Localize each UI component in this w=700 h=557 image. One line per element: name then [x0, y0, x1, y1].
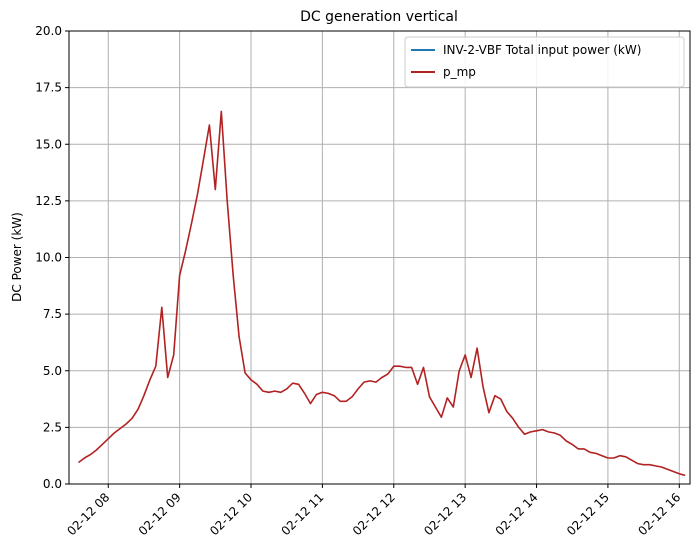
y-tick-label: 7.5 — [43, 307, 62, 321]
series-line-p-mp — [78, 110, 686, 477]
y-tick-label: 17.5 — [35, 81, 62, 95]
y-tick-label: 0.0 — [43, 477, 62, 491]
chart-title: DC generation vertical — [300, 9, 458, 25]
y-tick-label: 20.0 — [35, 24, 62, 38]
plot-area — [68, 30, 691, 485]
y-tick-label: 15.0 — [35, 137, 62, 151]
legend-box — [404, 36, 685, 88]
legend: INV-2-VBF Total input power (kW) p_mp — [404, 36, 685, 88]
series-layer — [78, 110, 686, 477]
legend-label: p_mp — [443, 65, 476, 79]
y-tick-label: 2.5 — [43, 420, 62, 434]
y-axis: 0.0 2.5 5.0 7.5 10.0 12.5 15.0 17.5 20.0 — [35, 24, 69, 491]
y-tick-label: 5.0 — [43, 364, 62, 378]
y-tick-label: 12.5 — [35, 194, 62, 208]
y-tick-label: 10.0 — [35, 251, 62, 265]
y-axis-label: DC Power (kW) — [10, 212, 24, 302]
legend-label: INV-2-VBF Total input power (kW) — [443, 43, 641, 57]
